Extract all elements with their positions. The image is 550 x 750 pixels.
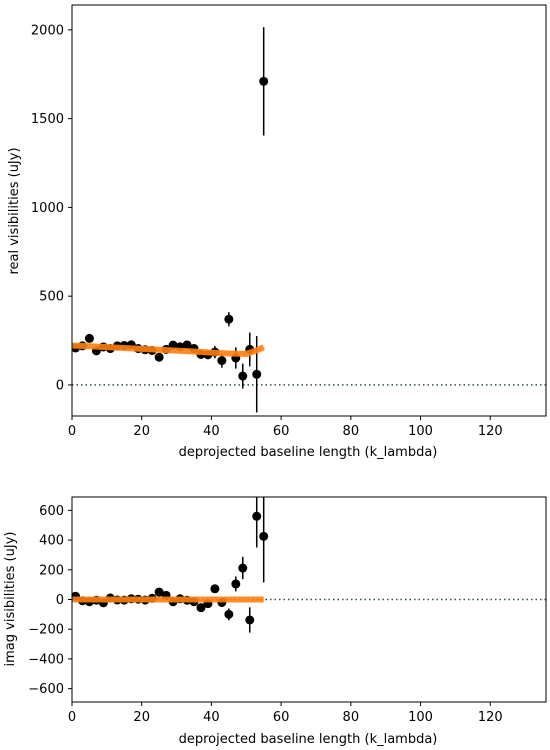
bottom-data-point — [245, 615, 255, 625]
top-data-point — [224, 314, 234, 324]
bottom-data-point — [196, 603, 206, 613]
top-x-tick-label: 0 — [68, 424, 76, 439]
bottom-y-tick-label: 600 — [39, 504, 64, 519]
top-data-point — [252, 369, 262, 379]
bottom-x-tick-label: 100 — [408, 710, 433, 725]
top-data-point — [217, 356, 227, 366]
top-x-tick-label: 40 — [203, 424, 220, 439]
top-ticks: 0 20 40 60 80 100 120 0 500 1000 1500 2000 — [31, 23, 503, 439]
bottom-x-tick-label: 20 — [133, 710, 150, 725]
bottom-y-tick-label: −600 — [28, 682, 64, 697]
bottom-marks — [72, 497, 546, 633]
top-data-point — [182, 340, 192, 350]
bottom-x-tick-label: 40 — [203, 710, 220, 725]
bottom-data-point — [259, 531, 269, 541]
imag-visibilities-panel: 0 20 40 60 80 100 120 −600 −400 −200 0 200 400 600 de… — [3, 496, 547, 747]
top-x-tick-label: 80 — [343, 424, 360, 439]
bottom-data-point — [231, 579, 241, 589]
top-x-tick-label: 60 — [273, 424, 290, 439]
bottom-data-point — [224, 609, 234, 619]
top-data-point — [84, 333, 94, 343]
top-x-axis-label: deprojected baseline length (k_lambda) — [179, 445, 438, 460]
real-visibilities-panel: 0 20 40 60 80 100 120 0 500 1000 1500 2000 deprojec… — [7, 4, 547, 460]
top-y-tick-label: 500 — [39, 290, 64, 305]
top-marks — [72, 27, 546, 413]
bottom-x-tick-label: 60 — [273, 710, 290, 725]
bottom-y-tick-label: −400 — [28, 652, 64, 667]
top-data-point — [154, 352, 164, 362]
bottom-data-point — [252, 511, 262, 521]
top-data-point — [259, 76, 269, 86]
top-y-tick-label: 1000 — [31, 201, 64, 216]
bottom-y-axis-label: imag visibilities (uJy) — [3, 532, 18, 667]
top-x-tick-label: 100 — [408, 424, 433, 439]
bottom-data-point — [154, 587, 164, 597]
bottom-y-tick-label: −200 — [28, 623, 64, 638]
top-y-tick-label: 2000 — [31, 23, 64, 38]
bottom-x-tick-label: 0 — [68, 710, 76, 725]
top-x-tick-label: 20 — [133, 424, 150, 439]
bottom-data-point — [210, 584, 220, 594]
top-data-point — [238, 371, 248, 381]
bottom-x-tick-label: 120 — [478, 710, 503, 725]
bottom-y-tick-label: 400 — [39, 534, 64, 549]
top-y-tick-label: 1500 — [31, 112, 64, 127]
top-y-tick-label: 0 — [56, 378, 64, 393]
bottom-data-point — [238, 563, 248, 573]
bottom-x-tick-label: 80 — [343, 710, 360, 725]
top-y-axis-label: real visibilities (uJy) — [7, 147, 22, 274]
top-axes-frame — [71, 4, 547, 417]
top-model-line — [72, 342, 265, 357]
bottom-x-axis-label: deprojected baseline length (k_lambda) — [179, 732, 438, 747]
bottom-y-tick-label: 200 — [39, 563, 64, 578]
bottom-y-tick-label: 0 — [56, 593, 64, 608]
bottom-ticks: 0 20 40 60 80 100 120 −600 −400 −200 0 200 400 600 — [28, 504, 502, 725]
top-x-tick-label: 120 — [478, 424, 503, 439]
